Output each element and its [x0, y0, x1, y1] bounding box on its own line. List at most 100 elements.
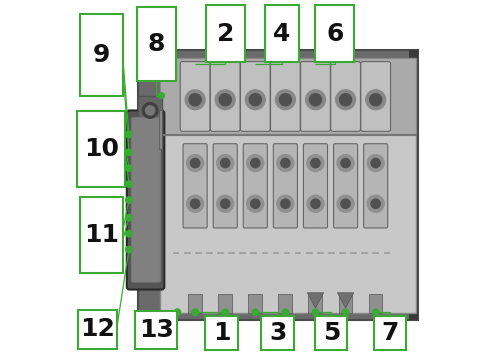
FancyBboxPatch shape [304, 144, 328, 228]
Circle shape [306, 90, 326, 110]
FancyBboxPatch shape [160, 58, 416, 135]
Circle shape [126, 131, 132, 138]
FancyBboxPatch shape [132, 118, 160, 282]
Circle shape [126, 132, 132, 137]
Text: 1: 1 [213, 321, 230, 345]
Text: 6: 6 [326, 22, 344, 46]
Text: 3: 3 [269, 321, 286, 345]
Circle shape [370, 94, 382, 106]
Circle shape [367, 195, 384, 212]
Circle shape [126, 215, 132, 221]
Circle shape [126, 247, 132, 252]
FancyBboxPatch shape [308, 294, 322, 313]
FancyBboxPatch shape [213, 144, 238, 228]
Text: 11: 11 [84, 223, 119, 247]
Circle shape [247, 195, 264, 212]
Circle shape [126, 165, 132, 171]
Circle shape [126, 149, 132, 155]
Circle shape [185, 90, 205, 110]
Circle shape [371, 199, 380, 209]
Polygon shape [338, 293, 353, 308]
Circle shape [311, 159, 320, 168]
Circle shape [250, 94, 262, 106]
Circle shape [282, 309, 288, 315]
FancyBboxPatch shape [265, 5, 298, 62]
Circle shape [312, 309, 318, 315]
Polygon shape [308, 293, 324, 308]
FancyBboxPatch shape [240, 62, 270, 131]
Circle shape [336, 90, 355, 110]
Circle shape [337, 155, 354, 172]
Circle shape [126, 215, 132, 221]
Circle shape [312, 309, 318, 315]
Circle shape [342, 309, 349, 315]
FancyBboxPatch shape [218, 294, 232, 313]
Text: 12: 12 [80, 317, 115, 341]
Circle shape [192, 309, 198, 315]
Circle shape [126, 181, 132, 187]
Circle shape [281, 159, 290, 168]
FancyBboxPatch shape [138, 96, 162, 129]
Circle shape [366, 90, 386, 110]
Circle shape [216, 195, 234, 212]
Circle shape [190, 159, 200, 168]
FancyBboxPatch shape [80, 14, 122, 96]
Text: 7: 7 [381, 321, 398, 345]
Circle shape [222, 309, 228, 315]
Circle shape [126, 149, 132, 155]
Circle shape [126, 165, 132, 171]
FancyBboxPatch shape [374, 316, 406, 350]
FancyBboxPatch shape [361, 62, 390, 131]
Text: 9: 9 [92, 43, 110, 67]
Circle shape [252, 309, 258, 315]
Circle shape [216, 90, 235, 110]
Circle shape [307, 195, 324, 212]
Circle shape [280, 94, 291, 106]
Circle shape [250, 159, 260, 168]
Text: 5: 5 [322, 321, 340, 345]
FancyBboxPatch shape [244, 144, 268, 228]
Circle shape [252, 309, 258, 315]
Circle shape [282, 309, 288, 315]
Circle shape [126, 230, 132, 237]
FancyBboxPatch shape [78, 310, 118, 349]
Circle shape [219, 94, 231, 106]
FancyBboxPatch shape [334, 144, 357, 228]
Circle shape [341, 159, 350, 168]
Circle shape [174, 309, 180, 315]
FancyBboxPatch shape [248, 294, 262, 313]
Circle shape [246, 90, 265, 110]
FancyBboxPatch shape [278, 294, 292, 313]
FancyBboxPatch shape [188, 294, 202, 313]
Circle shape [126, 246, 132, 253]
Circle shape [281, 199, 290, 209]
Circle shape [250, 199, 260, 209]
Circle shape [277, 155, 294, 172]
Circle shape [186, 195, 204, 212]
Text: 4: 4 [273, 22, 290, 46]
FancyBboxPatch shape [183, 144, 207, 228]
Circle shape [337, 195, 354, 212]
FancyBboxPatch shape [160, 58, 416, 313]
Circle shape [247, 155, 264, 172]
Text: 10: 10 [84, 137, 119, 161]
Circle shape [126, 197, 132, 203]
Circle shape [192, 309, 198, 315]
Text: 8: 8 [148, 32, 165, 56]
FancyBboxPatch shape [300, 62, 330, 131]
Circle shape [190, 199, 200, 209]
Circle shape [342, 309, 348, 315]
Text: 13: 13 [139, 318, 173, 342]
FancyBboxPatch shape [330, 62, 360, 131]
FancyBboxPatch shape [210, 62, 240, 131]
FancyBboxPatch shape [158, 110, 162, 149]
FancyBboxPatch shape [316, 316, 348, 350]
Circle shape [126, 197, 132, 203]
Circle shape [276, 90, 295, 110]
Circle shape [341, 199, 350, 209]
FancyBboxPatch shape [78, 110, 125, 187]
Circle shape [174, 309, 180, 315]
Circle shape [371, 159, 380, 168]
Circle shape [277, 195, 294, 212]
Circle shape [189, 94, 201, 106]
